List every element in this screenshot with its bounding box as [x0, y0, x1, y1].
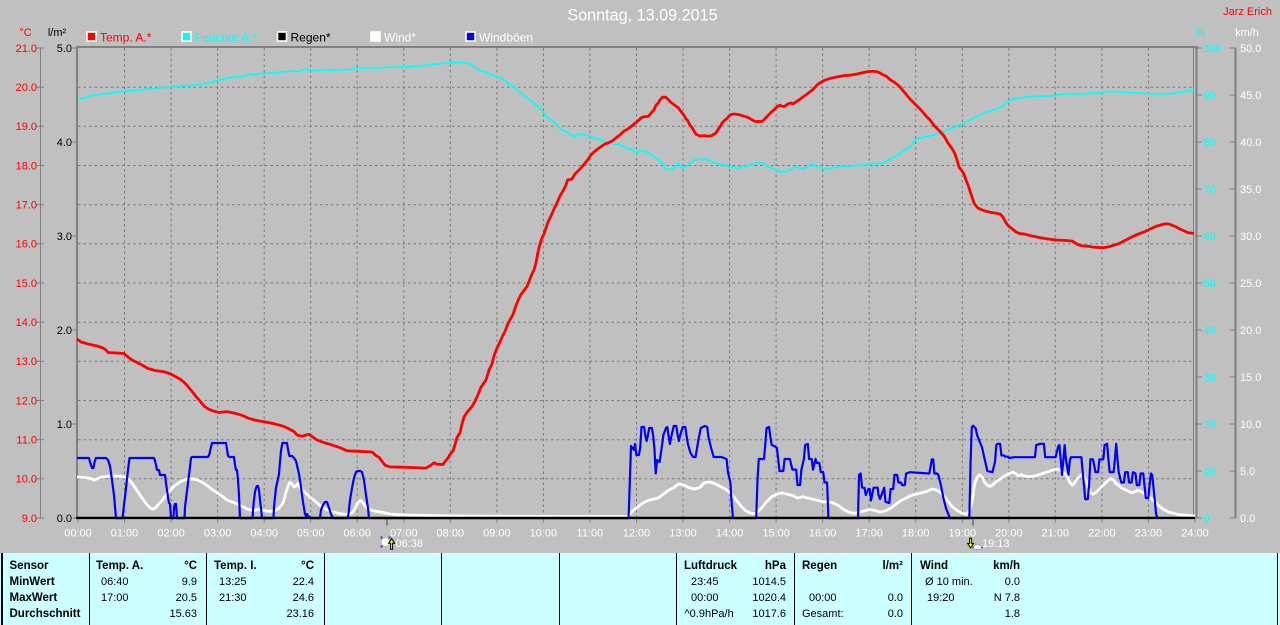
svg-text:06:00: 06:00 [343, 528, 371, 540]
svg-text:07:00: 07:00 [390, 528, 418, 540]
svg-text:0.0: 0.0 [1240, 513, 1255, 525]
svg-text:14.0: 14.0 [16, 317, 37, 329]
svg-text:10: 10 [1204, 466, 1216, 478]
svg-text:11.0: 11.0 [16, 435, 37, 447]
svg-text:15:00: 15:00 [762, 528, 790, 540]
svg-text:50: 50 [1204, 278, 1216, 290]
svg-text:15.0: 15.0 [1240, 372, 1261, 384]
svg-text:30.0: 30.0 [1240, 231, 1261, 243]
svg-text:10:00: 10:00 [530, 528, 558, 540]
svg-text:09:00: 09:00 [483, 528, 511, 540]
svg-text:24:00: 24:00 [1181, 528, 1209, 540]
svg-text:3.0: 3.0 [57, 231, 72, 243]
svg-text:50.0: 50.0 [1240, 43, 1261, 55]
svg-text:04:00: 04:00 [250, 528, 278, 540]
svg-text:0: 0 [1204, 513, 1210, 525]
svg-text:00:00: 00:00 [64, 528, 92, 540]
svg-text:l/m²: l/m² [48, 27, 67, 39]
svg-text:90: 90 [1204, 90, 1216, 102]
svg-text:17:00: 17:00 [855, 528, 883, 540]
svg-text:02:00: 02:00 [157, 528, 185, 540]
svg-text:11:00: 11:00 [577, 528, 604, 540]
svg-text:21.0: 21.0 [16, 43, 37, 55]
svg-text:Feuchte A.*: Feuchte A.* [195, 31, 257, 45]
svg-text:Regen*: Regen* [291, 31, 331, 45]
svg-text:4.0: 4.0 [57, 137, 72, 149]
svg-text:16.0: 16.0 [16, 239, 37, 251]
svg-text:Wind*: Wind* [384, 31, 416, 45]
svg-text:15.0: 15.0 [16, 278, 37, 290]
svg-text:19:00: 19:00 [949, 528, 977, 540]
svg-text:5.0: 5.0 [1240, 466, 1255, 478]
svg-text:20:00: 20:00 [995, 528, 1023, 540]
svg-text:°C: °C [19, 27, 31, 39]
svg-text:100: 100 [1204, 43, 1222, 55]
svg-text:40.0: 40.0 [1240, 137, 1261, 149]
svg-text:80: 80 [1204, 137, 1216, 149]
svg-text:Temp. A.*: Temp. A.* [100, 31, 152, 45]
svg-text:1.0: 1.0 [57, 419, 72, 431]
svg-text:12.0: 12.0 [16, 395, 37, 407]
svg-text:20.0: 20.0 [1240, 325, 1261, 337]
svg-text:18.0: 18.0 [16, 160, 37, 172]
svg-text:19:13: 19:13 [982, 538, 1010, 550]
svg-text:%: % [1195, 27, 1205, 39]
svg-text:03:00: 03:00 [204, 528, 232, 540]
svg-text:12:00: 12:00 [623, 528, 651, 540]
svg-text:35.0: 35.0 [1240, 184, 1261, 196]
svg-text:30: 30 [1204, 372, 1216, 384]
svg-text:06:38: 06:38 [396, 538, 424, 550]
svg-text:21:00: 21:00 [1042, 528, 1070, 540]
svg-text:25.0: 25.0 [1240, 278, 1261, 290]
svg-text:23:00: 23:00 [1135, 528, 1163, 540]
svg-text:16:00: 16:00 [809, 528, 837, 540]
svg-text:9.0: 9.0 [22, 513, 37, 525]
svg-text:20.0: 20.0 [16, 82, 37, 94]
svg-text:Windböen: Windböen [479, 31, 533, 45]
svg-text:Jarz Erich: Jarz Erich [1223, 6, 1272, 18]
svg-text:10.0: 10.0 [16, 474, 37, 486]
svg-text:14:00: 14:00 [716, 528, 744, 540]
svg-text:2.0: 2.0 [57, 325, 72, 337]
svg-text:19.0: 19.0 [16, 121, 37, 133]
svg-text:05:00: 05:00 [297, 528, 325, 540]
svg-text:40: 40 [1204, 325, 1216, 337]
svg-text:70: 70 [1204, 184, 1216, 196]
svg-text:18:00: 18:00 [902, 528, 930, 540]
svg-text:17.0: 17.0 [16, 200, 37, 212]
svg-text:km/h: km/h [1235, 27, 1259, 39]
svg-text:22:00: 22:00 [1088, 528, 1116, 540]
svg-text:0.0: 0.0 [57, 513, 72, 525]
svg-text:10.0: 10.0 [1240, 419, 1261, 431]
svg-text:60: 60 [1204, 231, 1216, 243]
svg-text:45.0: 45.0 [1240, 90, 1261, 102]
svg-text:5.0: 5.0 [57, 43, 72, 55]
svg-text:13.0: 13.0 [16, 356, 37, 368]
svg-text:20: 20 [1204, 419, 1216, 431]
svg-text:01:00: 01:00 [111, 528, 139, 540]
svg-text:Sonntag, 13.09.2015: Sonntag, 13.09.2015 [567, 7, 717, 25]
svg-text:13:00: 13:00 [669, 528, 697, 540]
svg-text:08:00: 08:00 [437, 528, 465, 540]
